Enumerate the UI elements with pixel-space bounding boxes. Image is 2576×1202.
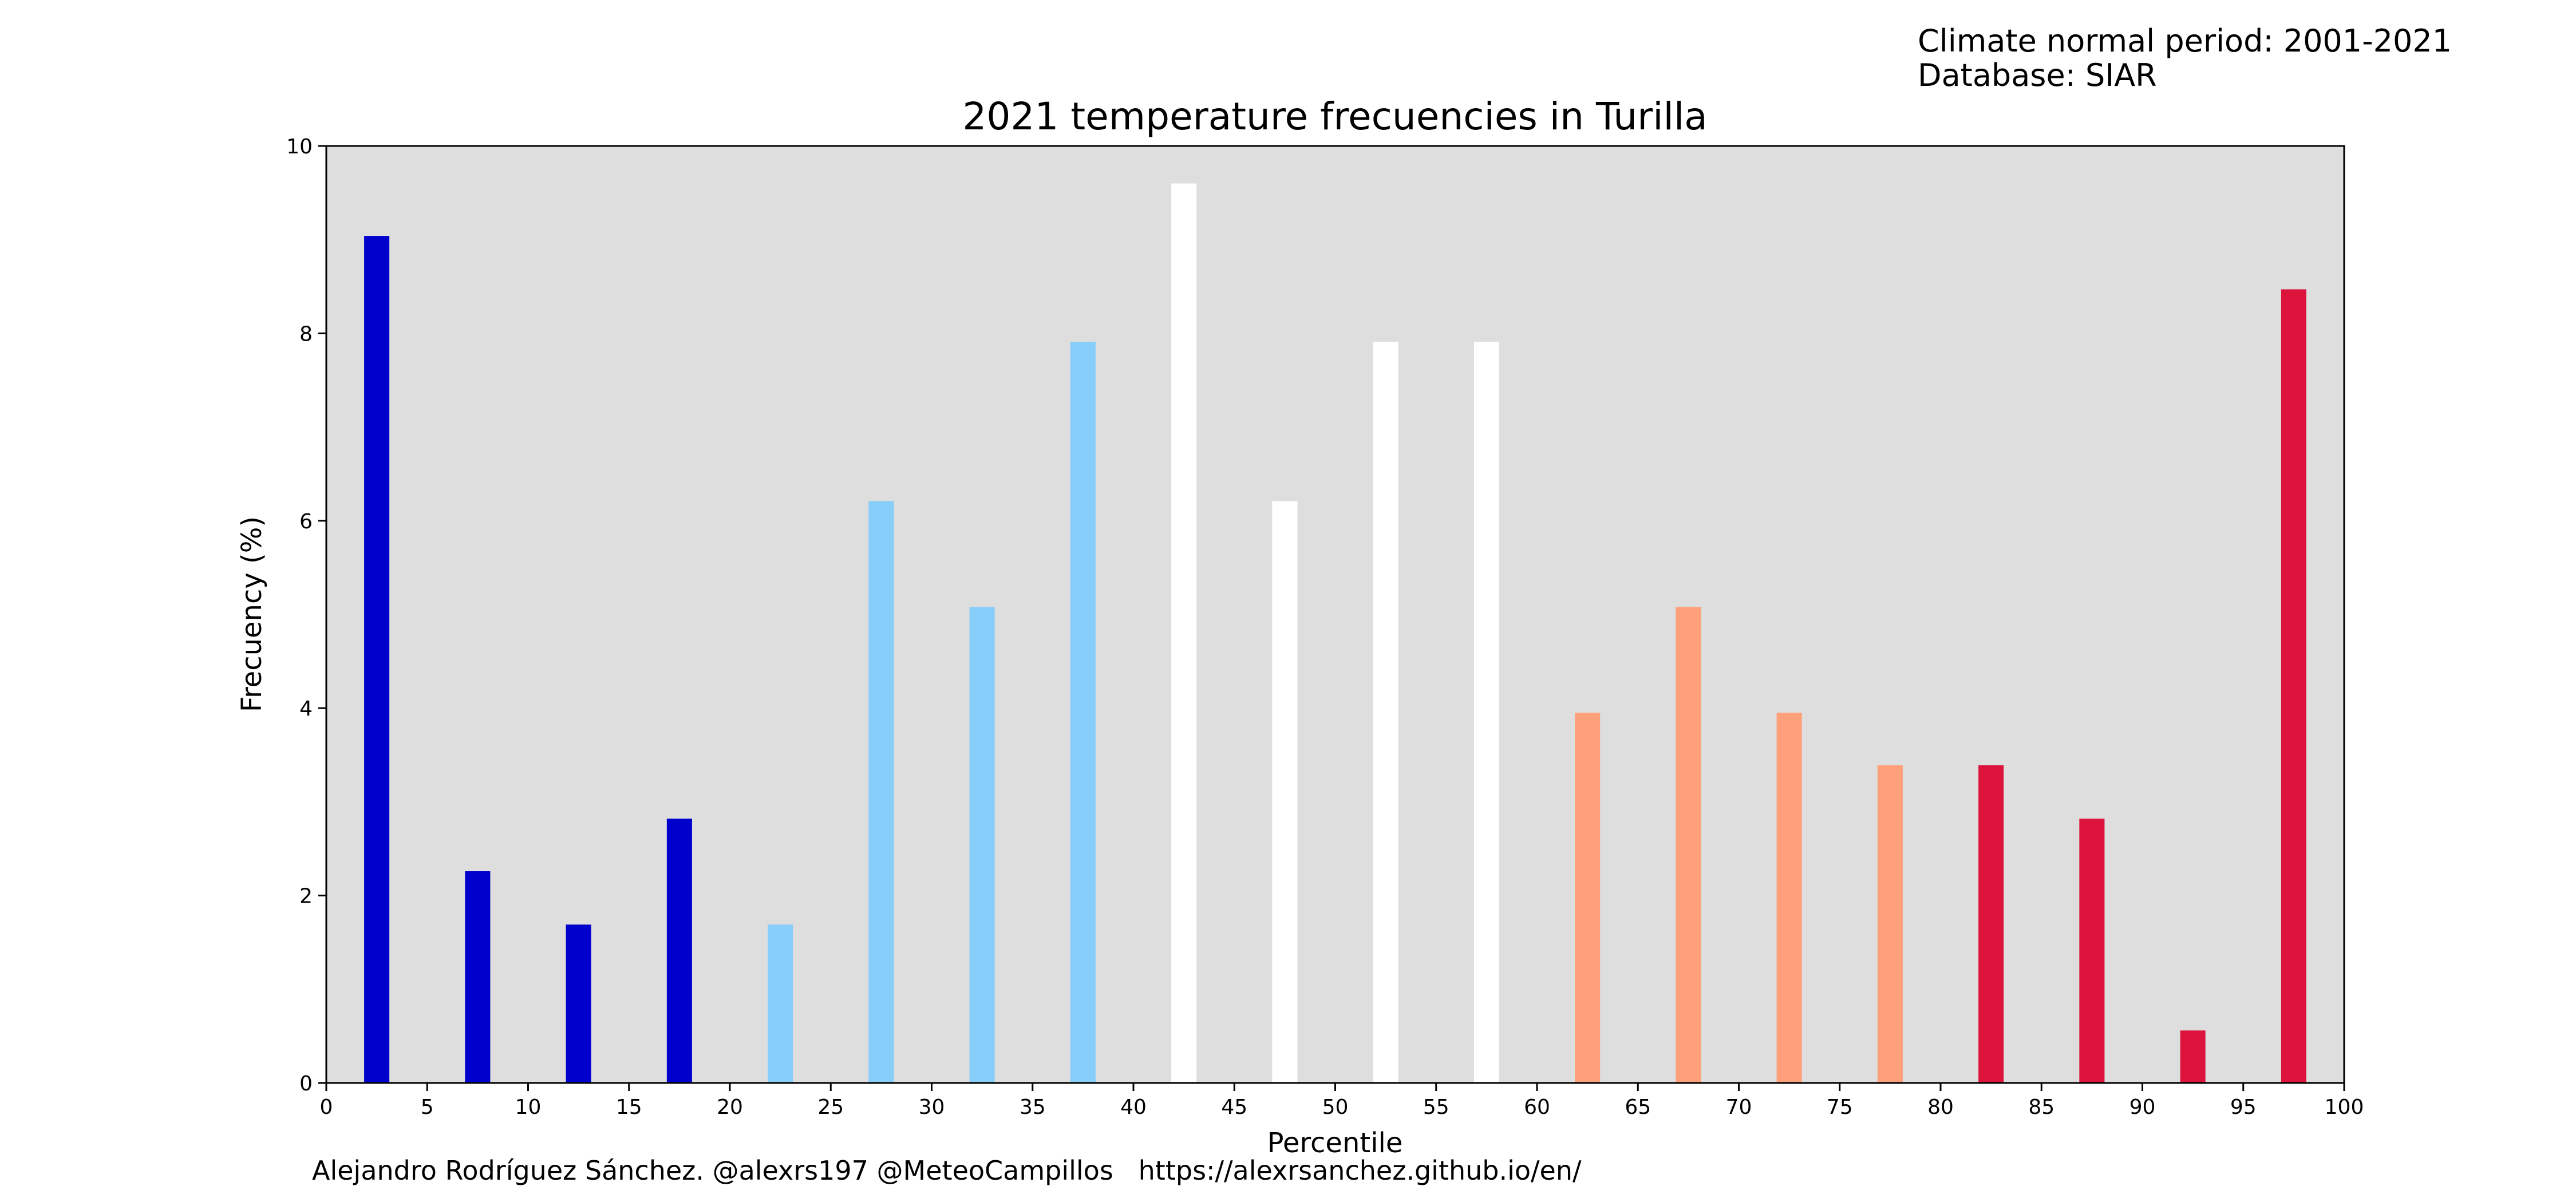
- y-axis-label: Frecuency (%): [236, 516, 268, 712]
- x-tick-label: 60: [1524, 1096, 1550, 1119]
- x-tick-label: 65: [1625, 1096, 1651, 1119]
- x-tick-label: 40: [1120, 1096, 1147, 1119]
- climate-period-label: Climate normal period: 2001-2021: [1918, 23, 2452, 59]
- chart-title: 2021 temperature frecuencies in Turilla: [962, 94, 1707, 139]
- x-axis-ticks: 0 5 10 15 20 25 30 35 40 45 50 55 60 65 70 75 80 85 90 95 10…: [320, 1083, 2364, 1119]
- bar-p67.5: [1676, 607, 1701, 1083]
- database-label: Database: SIAR: [1918, 57, 2157, 93]
- bar-p77.5: [1877, 765, 1903, 1083]
- y-tick-label: 2: [299, 885, 313, 908]
- x-axis-label: Percentile: [1267, 1127, 1403, 1159]
- x-tick-label: 35: [1020, 1096, 1046, 1119]
- x-tick-label: 95: [2230, 1096, 2257, 1119]
- x-tick-label: 55: [1423, 1096, 1449, 1119]
- x-tick-label: 50: [1322, 1096, 1349, 1119]
- y-tick-label: 8: [299, 322, 313, 346]
- y-tick-label: 6: [299, 510, 313, 533]
- x-tick-label: 15: [616, 1096, 642, 1119]
- bar-p62.5: [1575, 713, 1601, 1083]
- bar-p32.5: [969, 607, 995, 1083]
- y-tick-label: 4: [299, 697, 313, 721]
- footer-credit: Alejandro Rodríguez Sánchez. @alexrs197 …: [312, 1155, 1582, 1186]
- bar-p82.5: [1978, 765, 2004, 1083]
- bar-p92.5: [2180, 1030, 2206, 1083]
- bar-p17.5: [666, 819, 692, 1083]
- bar-p2.5: [364, 236, 390, 1084]
- x-tick-label: 90: [2129, 1096, 2156, 1119]
- y-tick-label: 10: [286, 135, 313, 159]
- bar-p12.5: [566, 924, 591, 1083]
- bar-p37.5: [1070, 342, 1096, 1083]
- x-tick-label: 20: [717, 1096, 743, 1119]
- x-tick-label: 75: [1827, 1096, 1853, 1119]
- bars-group: [364, 183, 2306, 1084]
- y-tick-label: 0: [299, 1072, 313, 1096]
- bar-p57.5: [1473, 342, 1499, 1083]
- x-tick-label: 10: [515, 1096, 542, 1119]
- x-tick-label: 0: [320, 1096, 333, 1119]
- y-axis-ticks: 0 2 4 6 8 10: [286, 135, 326, 1096]
- plot-area: [326, 146, 2344, 1083]
- bar-p72.5: [1776, 713, 1802, 1083]
- x-tick-label: 5: [421, 1096, 434, 1119]
- bar-p7.5: [465, 871, 491, 1083]
- bar-p97.5: [2281, 289, 2306, 1084]
- x-tick-label: 30: [919, 1096, 945, 1119]
- bar-p52.5: [1373, 342, 1398, 1083]
- x-tick-label: 85: [2028, 1096, 2055, 1119]
- x-tick-label: 25: [817, 1096, 844, 1119]
- x-tick-label: 80: [1927, 1096, 1954, 1119]
- bar-p42.5: [1171, 183, 1197, 1084]
- bar-p47.5: [1272, 501, 1298, 1083]
- bar-p87.5: [2079, 819, 2105, 1083]
- bar-p22.5: [768, 924, 793, 1083]
- x-tick-label: 45: [1221, 1096, 1247, 1119]
- x-tick-label: 100: [2325, 1096, 2364, 1119]
- x-tick-label: 70: [1726, 1096, 1752, 1119]
- bar-p27.5: [868, 501, 894, 1083]
